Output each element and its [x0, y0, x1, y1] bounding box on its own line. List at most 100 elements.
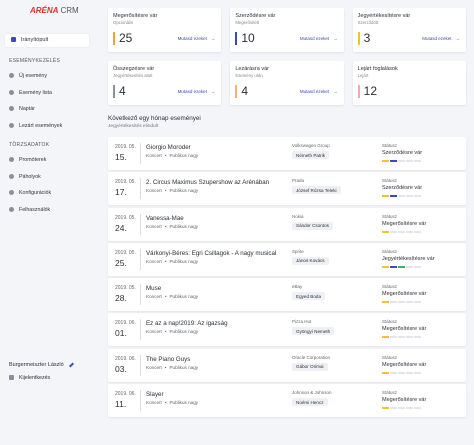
event-sponsor: Prada: [292, 178, 305, 184]
event-row[interactable]: 2019. 06. 01. Ez az a nap!2019: Az igazság…: [108, 313, 466, 347]
nav-label: Esemény lista: [19, 89, 52, 96]
event-sponsor: Sprite: [292, 248, 304, 254]
nav-item[interactable]: Promóterek: [9, 157, 46, 163]
nav-item[interactable]: Esemény lista: [9, 90, 52, 96]
event-category: Koncert: [146, 153, 162, 158]
card-accent: [113, 85, 115, 98]
card-link[interactable]: Mutasd ezeket →: [300, 36, 338, 41]
event-row[interactable]: 2019. 05. 24. Vanessa-Mae Koncert • Publikus …: [108, 207, 466, 241]
bullet: •: [164, 329, 167, 335]
event-venue: Publikus nagy: [169, 258, 199, 264]
progress-segment: [390, 195, 397, 198]
progress-segment: [390, 301, 397, 304]
status-progress: [382, 265, 421, 268]
card-link[interactable]: Mutasd ezeket →: [422, 36, 460, 41]
progress-segment: [390, 336, 397, 339]
card-link-label: Mutasd ezeket: [177, 89, 207, 94]
card-title: Lezárásra vár: [235, 66, 269, 72]
card-link-arrow: →: [333, 89, 338, 94]
user-name[interactable]: Burgermeiszter László: [9, 362, 74, 368]
event-venue: Publikus nagy: [169, 329, 199, 335]
card-link-label: Mutasd ezeket: [299, 36, 330, 41]
progress-segment: [382, 265, 389, 268]
nav-item[interactable]: Páholyok: [9, 174, 41, 180]
event-status: Megerősítésre vár: [382, 361, 427, 368]
nav-item[interactable]: Új esemény: [9, 73, 47, 79]
logout-label: Kijelentkezés: [19, 375, 51, 381]
card-link-arrow: →: [210, 89, 216, 94]
card-accent: [113, 32, 115, 45]
event-row[interactable]: 2019. 05. 17. 2. Circus Maximus Szupershow…: [108, 172, 466, 206]
card-link[interactable]: Mutasd ezeket →: [300, 89, 338, 94]
progress-segment: [382, 407, 389, 410]
progress-segment: [406, 160, 413, 162]
event-category: Koncert: [146, 364, 162, 370]
bullet: •: [164, 364, 167, 370]
event-type: Koncert • Publikus nagy: [146, 153, 198, 158]
summary-card: Jegyértékesítésre vár Szerződött 3 Mutasd e…: [352, 8, 466, 52]
nav-label: Lezárt események: [19, 123, 63, 130]
status-label: Státusz: [382, 390, 398, 396]
bullet: •: [164, 223, 167, 229]
event-sponsor: Pizza Hut: [292, 319, 312, 325]
nav-item[interactable]: Felhasználók: [9, 207, 50, 213]
event-venue: Publikus nagy: [169, 153, 199, 158]
event-title: Várkonyi-Béres: Egri Csillagok - A nagy …: [146, 249, 277, 257]
nav-icon: [9, 106, 14, 112]
event-type: Koncert • Publikus nagy: [146, 400, 198, 405]
nav-icon: [9, 123, 14, 129]
progress-segment: [406, 195, 413, 198]
divider: [140, 213, 141, 235]
progress-segment: [382, 336, 389, 339]
progress-segment: [406, 265, 413, 268]
nav-dashboard[interactable]: Irányítópult: [5, 34, 89, 47]
status-progress: [382, 301, 421, 304]
event-category: Koncert: [146, 400, 162, 406]
event-row[interactable]: 2019. 06. 11. Slayer Koncert • Publikus nagy J…: [108, 384, 466, 418]
nav-section-title: ESEMÉNYKEZELÉS: [9, 58, 61, 64]
progress-segment: [414, 160, 421, 162]
card-link[interactable]: Mutasd ezeket →: [178, 89, 216, 94]
event-status: Megerősítésre vár: [382, 397, 427, 404]
card-link[interactable]: Mutasd ezeket →: [178, 36, 216, 41]
status-progress: [382, 230, 421, 233]
nav-item[interactable]: Naptár: [9, 106, 35, 112]
progress-segment: [414, 301, 421, 304]
progress-segment: [398, 301, 405, 304]
event-list: 2019. 05. 15. Giorgio Moroder Koncert • Publi…: [108, 137, 466, 419]
card-count: 4: [119, 84, 126, 98]
status-label: Státusz: [382, 319, 398, 325]
summary-card: Szerződésre vár Megerősített 10 Mutasd ezek…: [230, 8, 344, 52]
status-progress: [382, 407, 421, 410]
event-row[interactable]: 2019. 05. 28. Muse Koncert • Publikus nagy eBa…: [108, 278, 466, 312]
nav-section-title: TÖRZSADATOK: [9, 141, 50, 148]
status-progress: [382, 336, 421, 339]
progress-segment: [398, 371, 405, 374]
logo[interactable]: ARÉNA CRM: [30, 6, 79, 15]
event-month: 2019. 05.: [115, 214, 136, 221]
event-sponsor: Johnson & Johnson: [292, 390, 332, 396]
event-type: Koncert • Publikus nagy: [146, 294, 198, 299]
logout[interactable]: Kijelentkezés: [9, 375, 50, 381]
nav-icon: [9, 73, 14, 79]
nav-label: Promóterek: [19, 156, 47, 163]
nav-icon: [9, 89, 14, 95]
event-venue: Publikus nagy: [169, 223, 199, 229]
bullet: •: [164, 400, 167, 406]
progress-segment: [390, 230, 397, 233]
event-row[interactable]: 2019. 05. 25. Várkonyi-Béres: Egri Csillag…: [108, 242, 466, 276]
progress-segment: [398, 265, 405, 268]
event-row[interactable]: 2019. 05. 15. Giorgio Moroder Koncert • Publi…: [108, 137, 466, 170]
status-progress: [382, 195, 421, 198]
sidebar: ARÉNA CRM Irányítópult Burgermeiszter Lás…: [0, 0, 98, 445]
card-subtitle: Jegyértékesítés alatt: [113, 73, 153, 78]
event-row[interactable]: 2019. 06. 03. The Piano Guys Koncert • Publik…: [108, 348, 466, 382]
card-title: Megerősítésre vár: [113, 13, 158, 19]
nav-icon: [9, 190, 14, 196]
card-title: Összegzésre vár: [113, 66, 155, 72]
event-month: 2019. 05.: [115, 179, 136, 186]
nav-label: Új esemény: [19, 73, 47, 79]
nav-item[interactable]: Konfigurációk: [9, 190, 51, 196]
summary-card: Lejárt foglalások Lejárt 12: [352, 61, 466, 105]
nav-item[interactable]: Lezárt események: [9, 123, 62, 129]
